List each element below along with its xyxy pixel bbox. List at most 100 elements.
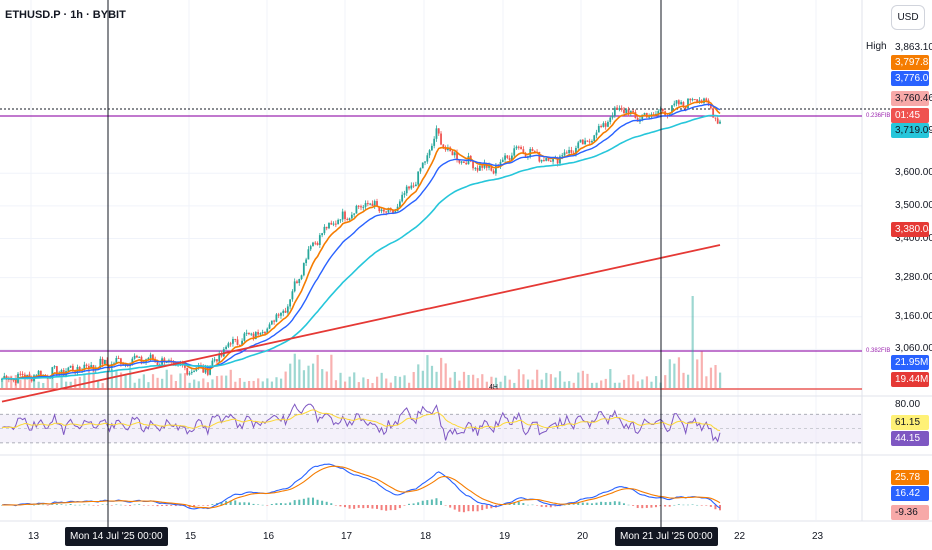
candle-body [520,147,522,150]
macd-histogram-bar [531,504,534,506]
time-label: 23 [812,531,824,542]
candle-body [579,139,582,143]
ema-slow-tag: 3,719.09 [891,123,932,138]
macd-histogram-bar [83,504,86,506]
macd-histogram-bar [622,503,625,505]
candle-body [456,152,458,160]
candle-body [479,165,481,171]
volume-bar [238,378,242,388]
volume-bar [110,369,113,388]
candle-body [623,109,625,114]
candle-body [394,211,397,214]
volume-bar [504,375,507,388]
candle-body [39,370,42,377]
candle-body [382,209,385,212]
time-label: 19 [499,531,511,542]
candle-body [53,366,56,368]
currency-button[interactable]: USD [891,5,925,30]
price-tick: 3,500.00 [895,199,932,211]
macd-histogram-bar [147,505,150,506]
macd-histogram-bar [549,505,552,508]
candle-body [23,374,26,378]
candle-body [613,107,616,116]
candle-body [305,259,308,264]
volume-bar [311,363,315,388]
volume-bar [202,378,205,388]
macd-histogram-bar [412,503,415,505]
volume-bar [636,381,639,388]
volume-bar [435,371,438,388]
macd-histogram-bar [101,504,104,505]
volume-bar [403,375,406,388]
date-cursor-lines [107,0,662,527]
volume-bar [430,365,434,388]
macd-histogram-bar [682,504,685,506]
candle-body [627,109,630,114]
macd-histogram-bar [668,505,671,507]
macd-histogram-bar [403,505,406,506]
macd-histogram-bar [462,505,465,513]
volume-bar [398,376,402,388]
candle-body [513,148,516,156]
candle-body [549,160,552,162]
candle-body [362,206,365,208]
candle-body [35,375,38,377]
candle-body [677,100,680,105]
high-tag: 3,863.10 [891,40,932,55]
macd-histogram-bar [677,504,680,505]
candle-body [392,210,394,214]
macd-histogram-bar [385,505,388,511]
macd-histogram-bar [279,503,282,505]
candle-body [398,201,401,207]
volume-bar [517,369,520,388]
candle-body [371,203,374,206]
ema-55-line [1,114,721,380]
macd-histogram-bar [334,505,337,506]
volume-bar [234,381,237,388]
candle-body [517,146,520,148]
volume-bar [42,382,45,388]
volume-bar [78,376,81,388]
macd-histogram-bar [42,504,45,506]
candle-body [51,367,54,378]
candle-body [341,211,344,220]
candle-body [204,367,207,373]
macd-histogram-bar [275,503,278,505]
macd-histogram-bar [430,499,433,505]
volume-bar [664,375,667,388]
candle-body [14,380,17,383]
macd-histogram-bar [536,505,539,506]
candle-body [634,112,637,119]
candle-body [577,142,580,148]
volume-bar [604,378,607,388]
candle-body [19,373,22,375]
macd-histogram-bar [568,504,571,505]
candle-body [453,152,456,156]
volume-bar [426,355,429,388]
candle-body [378,206,381,212]
volume-bar [627,375,630,388]
volume-bar [353,372,356,388]
candle-body [504,155,506,160]
last-price-tag: 3,760.46 [891,91,932,106]
candle-body [12,379,15,381]
candles [1,97,721,386]
candle-body [673,103,676,106]
volume-bar [243,381,246,388]
candle-body [346,219,349,221]
candle-body [568,149,570,154]
macd-histogram-bar [604,502,607,505]
candle-body [552,157,554,162]
candle-body [428,150,431,156]
candle-body [385,211,388,213]
candle-body [460,161,463,163]
candle-body [245,332,248,334]
volume-bar [613,382,617,388]
macd-histogram-bar [627,504,630,506]
ema-200-line [1,244,721,403]
volume-bar [321,369,324,388]
macd-histogram-bar [229,500,232,505]
macd-histogram-bar [563,504,566,506]
